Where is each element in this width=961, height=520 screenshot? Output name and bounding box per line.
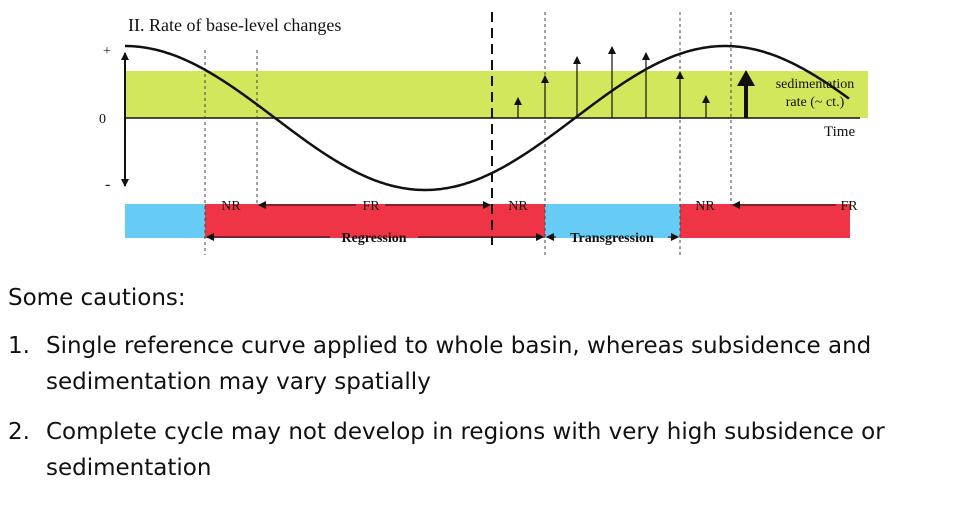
bar-segment-transgression-start [125, 204, 205, 238]
bar-segment-regression-end [680, 204, 850, 238]
bar-label-nr: NR [508, 199, 528, 214]
caution-text: Single reference curve applied to whole … [46, 333, 872, 395]
y-zero-label: 0 [99, 112, 106, 127]
time-label: Time [824, 124, 855, 140]
regression-label: Regression [341, 231, 406, 246]
caution-text: Complete cycle may not develop in region… [46, 419, 885, 481]
bar-segment-regression [205, 204, 545, 238]
sedimentation-band [125, 71, 868, 118]
bar-label-fr: FR [362, 199, 380, 214]
diagram-title: II. Rate of base-level changes [128, 15, 341, 35]
caution-number: 2. [8, 419, 30, 445]
sedimentation-label-line2: rate (~ ct.) [786, 95, 845, 110]
bar-label-nr: NR [695, 199, 715, 214]
sedimentation-label-line1: sedimentation [776, 77, 855, 92]
y-minus-label: - [105, 176, 110, 193]
cautions-heading: Some cautions: [8, 285, 186, 311]
caution-item: 2. Complete cycle may not develop in reg… [8, 414, 956, 486]
bar-label-nr: NR [221, 199, 241, 214]
bar-label-fr: FR [840, 199, 858, 214]
base-level-diagram: II. Rate of base-level changes Time + 0 … [99, 12, 868, 255]
transgression-label: Transgression [570, 231, 654, 246]
sedimentation-rate-arrowhead [737, 70, 755, 86]
caution-item: 1. Single reference curve applied to who… [8, 328, 956, 400]
base-level-curve [125, 44, 850, 192]
caution-number: 1. [8, 333, 30, 359]
cautions-section: Some cautions: 1. Single reference curve… [8, 280, 956, 500]
bar-segment-transgression [545, 204, 680, 238]
y-plus-label: + [103, 44, 111, 59]
